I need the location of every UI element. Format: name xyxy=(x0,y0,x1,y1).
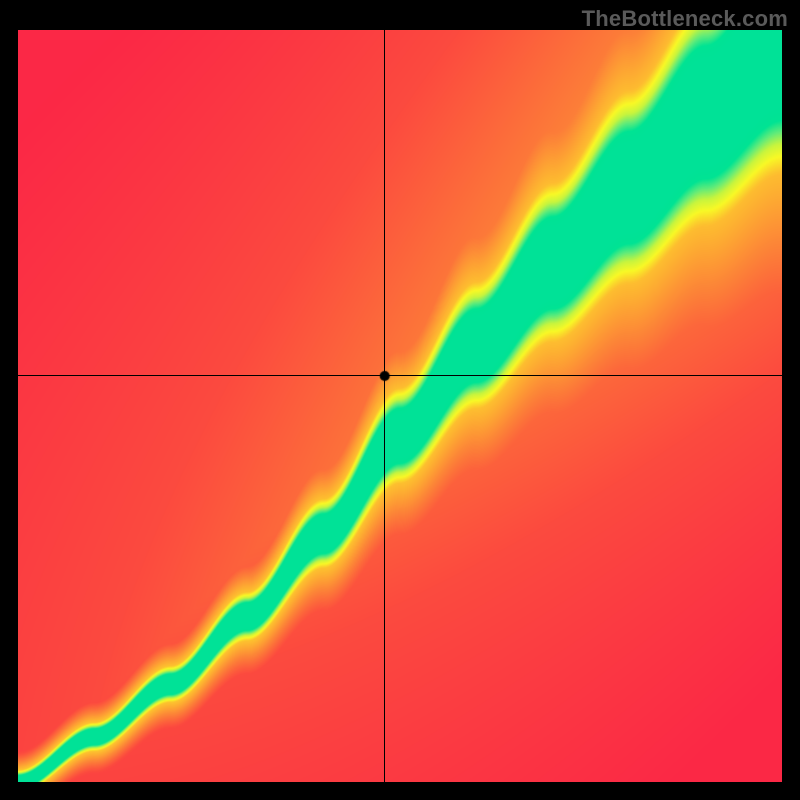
marker-point xyxy=(18,30,782,782)
watermark-text: TheBottleneck.com xyxy=(582,6,788,32)
chart-root: TheBottleneck.com xyxy=(0,0,800,800)
